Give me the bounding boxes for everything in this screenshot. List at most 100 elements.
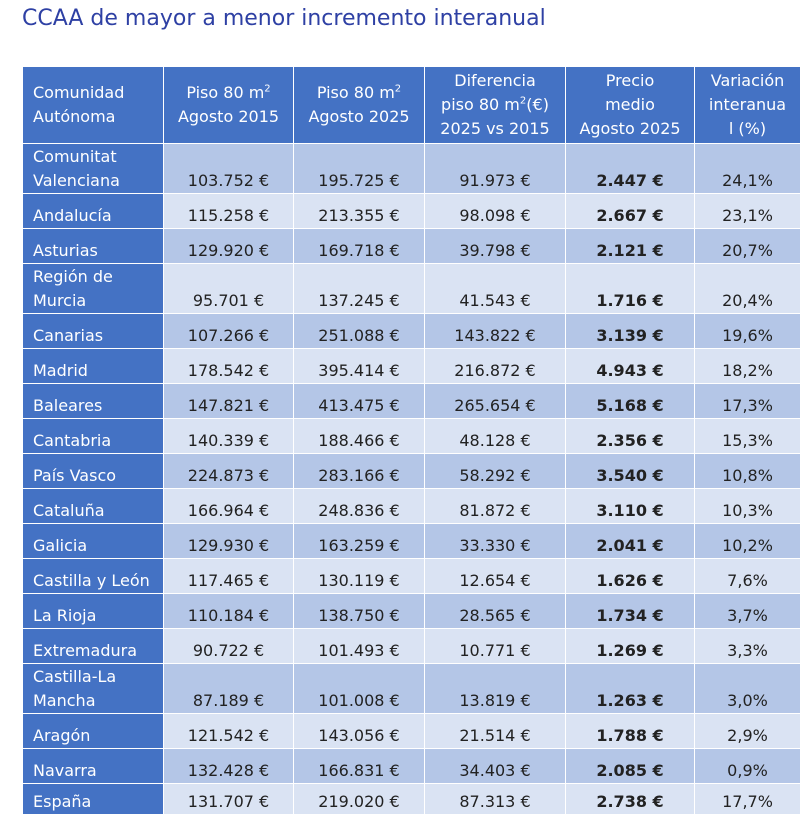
piso-2015-cell: 103.752 € bbox=[163, 143, 294, 194]
table-title: CCAA de mayor a menor incremento interan… bbox=[22, 6, 546, 31]
variacion-cell: 3,0% bbox=[694, 663, 801, 714]
variacion-cell: 10,2% bbox=[694, 523, 801, 559]
variacion-cell: 19,6% bbox=[694, 313, 801, 349]
diferencia-cell: 265.654 € bbox=[424, 383, 566, 419]
precio-medio-cell: 2.356 € bbox=[565, 418, 695, 454]
table-row: Aragón 121.542 €143.056 €21.514 €1.788 €2… bbox=[22, 713, 801, 749]
table-row: Castilla-La Mancha 87.189 €101.008 €13.819… bbox=[22, 663, 801, 714]
region-cell: Castilla-La Mancha bbox=[22, 663, 164, 714]
region-cell: España bbox=[22, 783, 164, 815]
piso-2015-cell: 140.339 € bbox=[163, 418, 294, 454]
table-row: España 131.707 €219.020 €87.313 €2.738 €1… bbox=[22, 783, 801, 815]
region-cell: Extremadura bbox=[22, 628, 164, 664]
table-row: Canarias 107.266 €251.088 €143.822 €3.139… bbox=[22, 313, 801, 349]
piso-2015-cell: 178.542 € bbox=[163, 348, 294, 384]
region-cell: Madrid bbox=[22, 348, 164, 384]
piso-2025-cell: 138.750 € bbox=[293, 593, 425, 629]
diferencia-cell: 41.543 € bbox=[424, 263, 566, 314]
piso-2015-cell: 87.189 € bbox=[163, 663, 294, 714]
piso-2025-cell: 101.493 € bbox=[293, 628, 425, 664]
table-row: Andalucía 115.258 €213.355 €98.098 €2.667… bbox=[22, 193, 801, 229]
diferencia-cell: 98.098 € bbox=[424, 193, 566, 229]
diferencia-cell: 34.403 € bbox=[424, 748, 566, 784]
precio-medio-cell: 1.626 € bbox=[565, 558, 695, 594]
table-row: Castilla y León 117.465 €130.119 €12.654 … bbox=[22, 558, 801, 594]
precio-medio-cell: 2.121 € bbox=[565, 228, 695, 264]
piso-2025-cell: 188.466 € bbox=[293, 418, 425, 454]
header-precio-medio: Precio medio Agosto 2025 bbox=[565, 66, 695, 144]
table-row: Comunitat Valenciana 103.752 €195.725 €91.… bbox=[22, 143, 801, 194]
header-variacion: Variación interanua l (%) bbox=[694, 66, 801, 144]
region-cell: Canarias bbox=[22, 313, 164, 349]
region-cell: La Rioja bbox=[22, 593, 164, 629]
variacion-cell: 10,8% bbox=[694, 453, 801, 489]
piso-2025-cell: 137.245 € bbox=[293, 263, 425, 314]
precio-medio-cell: 2.447 € bbox=[565, 143, 695, 194]
diferencia-cell: 48.128 € bbox=[424, 418, 566, 454]
piso-2015-cell: 110.184 € bbox=[163, 593, 294, 629]
variacion-cell: 3,3% bbox=[694, 628, 801, 664]
piso-2015-cell: 107.266 € bbox=[163, 313, 294, 349]
table-row: Extremadura 90.722 €101.493 €10.771 €1.26… bbox=[22, 628, 801, 664]
table-row: La Rioja 110.184 €138.750 €28.565 €1.734 … bbox=[22, 593, 801, 629]
piso-2015-cell: 90.722 € bbox=[163, 628, 294, 664]
diferencia-cell: 87.313 € bbox=[424, 783, 566, 815]
variacion-cell: 15,3% bbox=[694, 418, 801, 454]
piso-2015-cell: 131.707 € bbox=[163, 783, 294, 815]
piso-2025-cell: 251.088 € bbox=[293, 313, 425, 349]
diferencia-cell: 13.819 € bbox=[424, 663, 566, 714]
region-cell: Cataluña bbox=[22, 488, 164, 524]
table-row: Baleares 147.821 €413.475 €265.654 €5.168… bbox=[22, 383, 801, 419]
diferencia-cell: 21.514 € bbox=[424, 713, 566, 749]
region-cell: Aragón bbox=[22, 713, 164, 749]
piso-2025-cell: 101.008 € bbox=[293, 663, 425, 714]
variacion-cell: 17,3% bbox=[694, 383, 801, 419]
table-row: Madrid 178.542 €395.414 €216.872 €4.943 €… bbox=[22, 348, 801, 384]
piso-2025-cell: 143.056 € bbox=[293, 713, 425, 749]
variacion-cell: 7,6% bbox=[694, 558, 801, 594]
piso-2025-cell: 248.836 € bbox=[293, 488, 425, 524]
precio-medio-cell: 1.788 € bbox=[565, 713, 695, 749]
piso-2015-cell: 117.465 € bbox=[163, 558, 294, 594]
region-cell: Asturias bbox=[22, 228, 164, 264]
piso-2025-cell: 195.725 € bbox=[293, 143, 425, 194]
diferencia-cell: 10.771 € bbox=[424, 628, 566, 664]
header-piso-2025: Piso 80 m2 Agosto 2025 bbox=[293, 66, 425, 144]
variacion-cell: 20,4% bbox=[694, 263, 801, 314]
piso-2015-cell: 132.428 € bbox=[163, 748, 294, 784]
table-row: Navarra 132.428 €166.831 €34.403 €2.085 €… bbox=[22, 748, 801, 784]
piso-2025-cell: 219.020 € bbox=[293, 783, 425, 815]
precio-medio-cell: 1.716 € bbox=[565, 263, 695, 314]
region-cell: País Vasco bbox=[22, 453, 164, 489]
precio-medio-cell: 3.110 € bbox=[565, 488, 695, 524]
table-row: Galicia 129.930 €163.259 €33.330 €2.041 €… bbox=[22, 523, 801, 559]
table-row: Cantabria 140.339 €188.466 €48.128 €2.356… bbox=[22, 418, 801, 454]
region-cell: Andalucía bbox=[22, 193, 164, 229]
data-table: Comunidad Autónoma Piso 80 m2 Agosto 2015 … bbox=[22, 66, 801, 815]
piso-2015-cell: 95.701 € bbox=[163, 263, 294, 314]
variacion-cell: 17,7% bbox=[694, 783, 801, 815]
precio-medio-cell: 2.667 € bbox=[565, 193, 695, 229]
variacion-cell: 3,7% bbox=[694, 593, 801, 629]
precio-medio-cell: 1.269 € bbox=[565, 628, 695, 664]
precio-medio-cell: 2.738 € bbox=[565, 783, 695, 815]
header-region: Comunidad Autónoma bbox=[22, 66, 164, 144]
region-cell: Región de Murcia bbox=[22, 263, 164, 314]
precio-medio-cell: 3.139 € bbox=[565, 313, 695, 349]
piso-2025-cell: 166.831 € bbox=[293, 748, 425, 784]
header-row: Comunidad Autónoma Piso 80 m2 Agosto 2015 … bbox=[22, 66, 801, 144]
table-row: Región de Murcia 95.701 €137.245 €41.543 €… bbox=[22, 263, 801, 314]
diferencia-cell: 58.292 € bbox=[424, 453, 566, 489]
variacion-cell: 2,9% bbox=[694, 713, 801, 749]
precio-medio-cell: 4.943 € bbox=[565, 348, 695, 384]
region-cell: Castilla y León bbox=[22, 558, 164, 594]
piso-2015-cell: 129.920 € bbox=[163, 228, 294, 264]
header-piso-2015: Piso 80 m2 Agosto 2015 bbox=[163, 66, 294, 144]
diferencia-cell: 33.330 € bbox=[424, 523, 566, 559]
diferencia-cell: 12.654 € bbox=[424, 558, 566, 594]
precio-medio-cell: 2.085 € bbox=[565, 748, 695, 784]
precio-medio-cell: 2.041 € bbox=[565, 523, 695, 559]
diferencia-cell: 216.872 € bbox=[424, 348, 566, 384]
piso-2025-cell: 130.119 € bbox=[293, 558, 425, 594]
precio-medio-cell: 3.540 € bbox=[565, 453, 695, 489]
